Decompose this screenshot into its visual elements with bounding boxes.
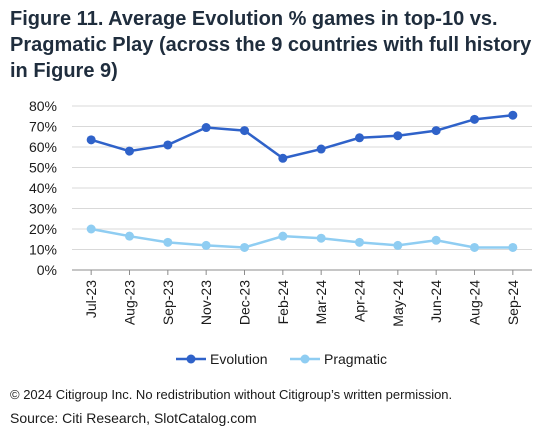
source-note: Source: Citi Research, SlotCatalog.com xyxy=(10,410,257,426)
series-evolution xyxy=(86,110,518,163)
y-tick-label: 40% xyxy=(29,180,57,196)
data-point xyxy=(355,237,364,247)
legend-item: Evolution xyxy=(176,351,268,367)
y-tick-label: 10% xyxy=(29,242,57,258)
y-tick-label: 30% xyxy=(29,201,57,217)
x-tick-label: Mar-24 xyxy=(313,280,329,325)
x-tick-label: Sep-24 xyxy=(505,280,521,325)
x-tick-label: Aug-23 xyxy=(122,280,138,325)
data-point xyxy=(508,242,518,252)
data-point xyxy=(278,231,288,241)
y-tick-label: 0% xyxy=(37,262,57,278)
data-point xyxy=(240,126,249,136)
legend: Evolution Pragmatic xyxy=(176,351,387,367)
y-tick-label: 70% xyxy=(29,119,57,135)
x-tick-label: Feb-24 xyxy=(275,280,291,325)
data-point xyxy=(316,233,326,243)
x-axis-ticks: Jul-23 Aug-23 Sep-23 Nov-23 Dec-23 Feb-24 Mar-… xyxy=(83,270,521,327)
data-point xyxy=(125,146,134,156)
data-point xyxy=(431,235,441,245)
x-tick-label: Jul-23 xyxy=(83,280,99,318)
y-axis-ticks: 0% 10% 20% 30% 40% 50% 60% 70% 80% xyxy=(29,98,57,278)
data-point xyxy=(393,240,403,250)
chart-title: Figure 11. Average Evolution % games in … xyxy=(10,8,532,82)
data-point xyxy=(163,237,173,247)
legend-item: Pragmatic xyxy=(290,351,387,367)
x-tick-label: Jun-24 xyxy=(428,280,444,323)
x-tick-label: Aug-24 xyxy=(467,280,483,325)
data-point xyxy=(393,131,403,141)
data-point xyxy=(278,153,288,163)
y-tick-label: 60% xyxy=(29,139,57,155)
data-point xyxy=(163,140,173,150)
series-line xyxy=(90,227,513,249)
x-tick-label: Dec-23 xyxy=(237,280,253,325)
data-point xyxy=(508,110,518,120)
legend-label: Evolution xyxy=(210,351,268,367)
x-tick-label: Apr-24 xyxy=(352,280,368,322)
x-tick-label: Nov-23 xyxy=(198,280,214,325)
y-tick-label: 20% xyxy=(29,221,57,237)
data-point xyxy=(125,231,134,241)
data-point xyxy=(86,224,96,234)
y-tick-label: 50% xyxy=(29,160,57,176)
data-point xyxy=(240,242,249,252)
data-point xyxy=(201,123,211,133)
data-point xyxy=(86,135,96,145)
data-point xyxy=(201,240,211,250)
copyright-notice: © 2024 Citigroup Inc. No redistribution … xyxy=(10,387,453,402)
legend-marker xyxy=(300,354,310,364)
data-point xyxy=(355,133,364,143)
x-tick-label: May-24 xyxy=(390,280,406,327)
legend-label: Pragmatic xyxy=(324,351,387,367)
data-point xyxy=(431,126,441,136)
legend-marker xyxy=(186,354,196,364)
series-line xyxy=(90,113,513,160)
data-point xyxy=(316,144,326,154)
y-tick-label: 80% xyxy=(29,98,57,114)
data-point xyxy=(470,114,479,124)
series-pragmatic xyxy=(86,224,518,252)
series-lines xyxy=(86,110,518,252)
x-tick-label: Sep-23 xyxy=(160,280,176,325)
data-point xyxy=(470,242,479,252)
